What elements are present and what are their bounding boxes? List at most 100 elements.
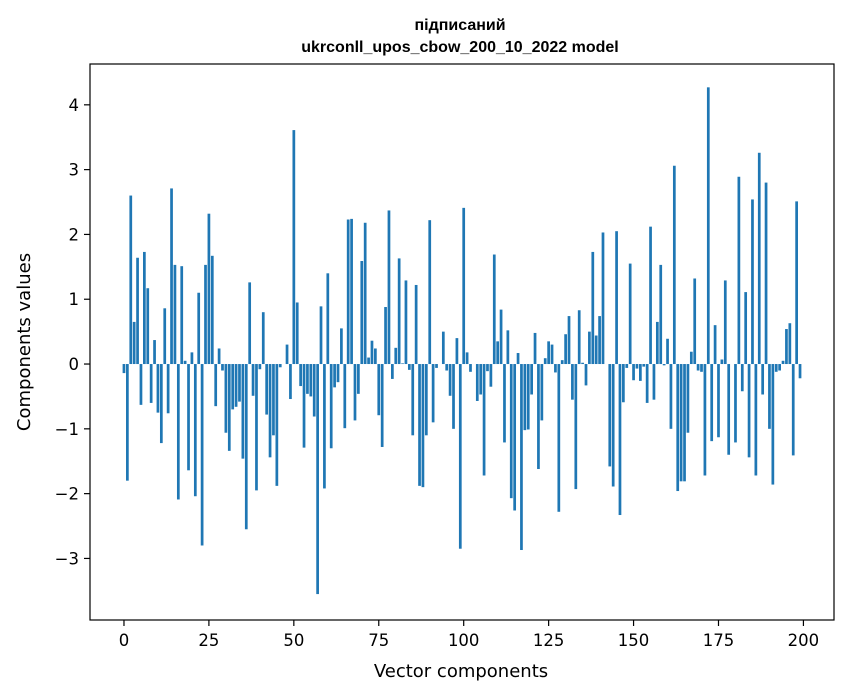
bar-4 (136, 257, 139, 365)
bar-33 (234, 364, 238, 407)
bar-54 (306, 364, 309, 394)
bar-178 (727, 364, 731, 455)
bar-98 (455, 338, 459, 365)
bar-80 (394, 347, 398, 365)
bar-42 (265, 364, 269, 415)
bar-66 (346, 219, 350, 365)
bar-5 (139, 364, 143, 405)
bar-159 (662, 364, 666, 366)
bar-135 (581, 362, 584, 365)
bar-162 (672, 165, 676, 365)
bar-94 (441, 331, 445, 365)
bar-60 (326, 273, 330, 365)
bar-193 (778, 364, 781, 371)
bar-133 (574, 364, 578, 490)
bar-198 (795, 201, 798, 365)
bar-74 (374, 348, 377, 365)
bar-70 (360, 261, 364, 365)
x-tick-label: 50 (283, 631, 304, 650)
x-tick-label: 0 (119, 631, 130, 650)
bar-9 (153, 340, 156, 365)
y-tick-label: 2 (69, 225, 80, 244)
bar-161 (669, 364, 673, 429)
bar-107 (486, 364, 489, 372)
bar-38 (251, 364, 255, 396)
bar-121 (533, 332, 537, 365)
bar-13 (166, 364, 170, 414)
bar-53 (302, 364, 306, 448)
bar-77 (384, 307, 387, 365)
y-axis-label: Components values (14, 253, 35, 431)
y-tick-label: −1 (55, 420, 79, 439)
bar-61 (329, 364, 333, 449)
bar-16 (176, 364, 180, 500)
y-tick-label: 4 (69, 96, 80, 115)
bar-160 (666, 338, 669, 365)
bar-128 (557, 364, 561, 512)
bar-89 (424, 364, 428, 436)
bar-67 (350, 218, 353, 365)
bar-119 (526, 364, 530, 430)
bars-group (122, 87, 802, 595)
bar-48 (285, 344, 289, 365)
bar-105 (479, 364, 483, 395)
bar-52 (299, 364, 302, 387)
bar-76 (380, 364, 384, 447)
bar-197 (791, 364, 795, 456)
bar-147 (622, 364, 625, 403)
bar-63 (336, 364, 340, 383)
bar-150 (632, 364, 635, 381)
bar-15 (173, 264, 177, 365)
bar-86 (414, 284, 418, 365)
bar-97 (452, 364, 455, 429)
bar-95 (445, 364, 449, 371)
bar-88 (421, 364, 425, 488)
y-tick-label: −2 (55, 485, 79, 504)
bar-96 (448, 364, 452, 396)
bar-110 (496, 341, 500, 365)
bar-85 (411, 364, 415, 436)
bar-131 (567, 316, 571, 365)
bar-46 (278, 364, 282, 368)
bar-195 (785, 329, 788, 365)
bar-144 (611, 364, 615, 487)
bar-21 (193, 364, 197, 497)
bar-84 (407, 364, 411, 370)
bar-87 (418, 364, 421, 486)
bar-194 (781, 360, 785, 365)
bar-138 (591, 251, 595, 365)
bar-40 (258, 364, 262, 370)
x-axis-ticks: 0 25 50 75 100 125 150 175 200 (119, 620, 819, 650)
bar-25 (207, 213, 211, 365)
bar-20 (190, 352, 194, 365)
bar-153 (642, 364, 646, 367)
bar-123 (540, 364, 544, 421)
bar-8 (149, 364, 153, 403)
bar-148 (625, 364, 629, 368)
bar-22 (197, 292, 201, 365)
bar-188 (761, 364, 765, 395)
bar-27 (214, 364, 218, 407)
bar-111 (499, 309, 503, 365)
bar-41 (261, 312, 265, 365)
bar-73 (370, 340, 374, 365)
bar-145 (615, 231, 618, 365)
bar-118 (523, 364, 527, 431)
bar-191 (771, 364, 775, 485)
bar-127 (554, 364, 557, 373)
y-axis-ticks: −3 −2 −1 0 1 2 3 4 (55, 96, 90, 568)
bar-59 (323, 364, 326, 489)
bar-24 (204, 264, 207, 365)
bar-0 (122, 364, 126, 374)
bar-78 (387, 210, 391, 365)
bar-109 (492, 254, 496, 365)
bar-164 (679, 364, 683, 482)
bar-6 (143, 251, 146, 365)
bar-2 (129, 195, 133, 365)
y-tick-label: −3 (55, 549, 79, 568)
bar-11 (159, 364, 163, 444)
bar-149 (628, 263, 632, 365)
x-tick-label: 175 (703, 631, 735, 650)
bar-72 (367, 357, 370, 365)
bar-51 (295, 302, 299, 365)
